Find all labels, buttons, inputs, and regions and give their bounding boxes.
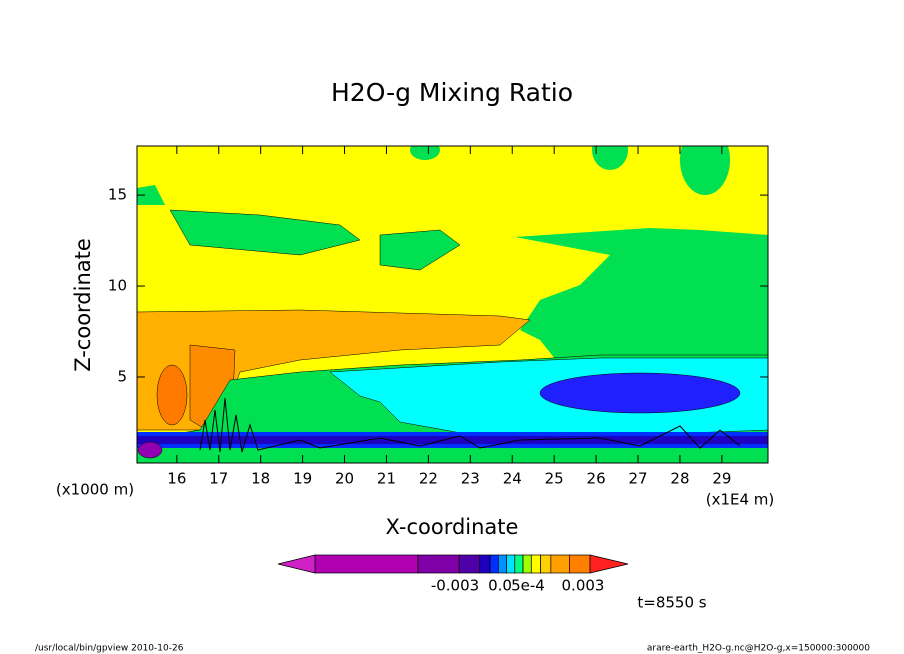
colorbar-label: 5e-4	[511, 577, 545, 595]
x-tick-label: 16	[167, 470, 186, 488]
colorbar-segment	[489, 554, 499, 574]
contour-line	[199, 397, 741, 453]
contour-region	[137, 185, 165, 205]
contour-region	[379, 229, 461, 271]
colorbar-segment	[497, 554, 507, 574]
colorbar-segment	[506, 554, 516, 574]
footer-right: arare-earth_H2O-g.nc@H2O-g,x=150000:3000…	[647, 644, 870, 654]
x-tick-label: 28	[670, 470, 689, 488]
x-tick-label: 23	[461, 470, 480, 488]
colorbar-segment	[514, 554, 524, 574]
y-axis-label: Z-coordinate	[71, 238, 95, 372]
y-tick-label: 10	[108, 277, 127, 295]
chart-title: H2O-g Mixing Ratio	[331, 78, 573, 107]
plot-frame	[136, 145, 769, 464]
x-tick-label: 18	[251, 470, 270, 488]
contour-region	[156, 364, 188, 426]
y-tick-label: 5	[117, 367, 127, 385]
contour-region	[410, 146, 440, 160]
footer-left: /usr/local/bin/gpview 2010-10-26	[35, 644, 184, 654]
x-tick-label: 19	[293, 470, 312, 488]
colorbar-label: 0.0	[488, 577, 512, 595]
contour-region	[592, 146, 628, 170]
contour-region	[539, 372, 741, 414]
contour-region	[169, 209, 361, 256]
colorbar-segment	[540, 554, 552, 574]
x-tick-label: 24	[503, 470, 522, 488]
colorbar-segment	[479, 554, 491, 574]
colorbar-segment	[314, 554, 419, 574]
x-tick-label: 26	[587, 470, 606, 488]
time-label: t=8550 s	[637, 594, 706, 612]
contour-region	[137, 441, 163, 459]
colorbar-segment	[569, 554, 591, 574]
x-unit: (x1E4 m)	[706, 491, 775, 509]
x-tick-label: 29	[712, 470, 731, 488]
contour-region	[137, 436, 768, 444]
contour-field	[137, 146, 768, 463]
colorbar-segment	[522, 554, 532, 574]
colorbar-segment	[417, 554, 460, 574]
x-tick-label: 20	[335, 470, 354, 488]
x-tick-label: 22	[419, 470, 438, 488]
x-tick-label: 17	[209, 470, 228, 488]
contour-region	[515, 228, 768, 365]
y-unit: (x1000 m)	[56, 481, 134, 499]
x-tick-label: 27	[628, 470, 647, 488]
colorbar-label: 0.003	[562, 577, 605, 595]
contour-region	[680, 146, 730, 195]
colorbar-segment	[550, 554, 570, 574]
y-tick-label: 15	[108, 186, 127, 204]
colorbar-segment	[530, 554, 541, 574]
colorbar-segment	[458, 554, 481, 574]
x-tick-label: 21	[377, 470, 396, 488]
colorbar-extend	[277, 554, 316, 574]
x-tick-label: 25	[545, 470, 564, 488]
colorbar-label: -0.003	[431, 577, 479, 595]
colorbar-extend	[589, 554, 629, 574]
colorbar	[277, 554, 629, 574]
x-axis-label: X-coordinate	[386, 515, 519, 539]
